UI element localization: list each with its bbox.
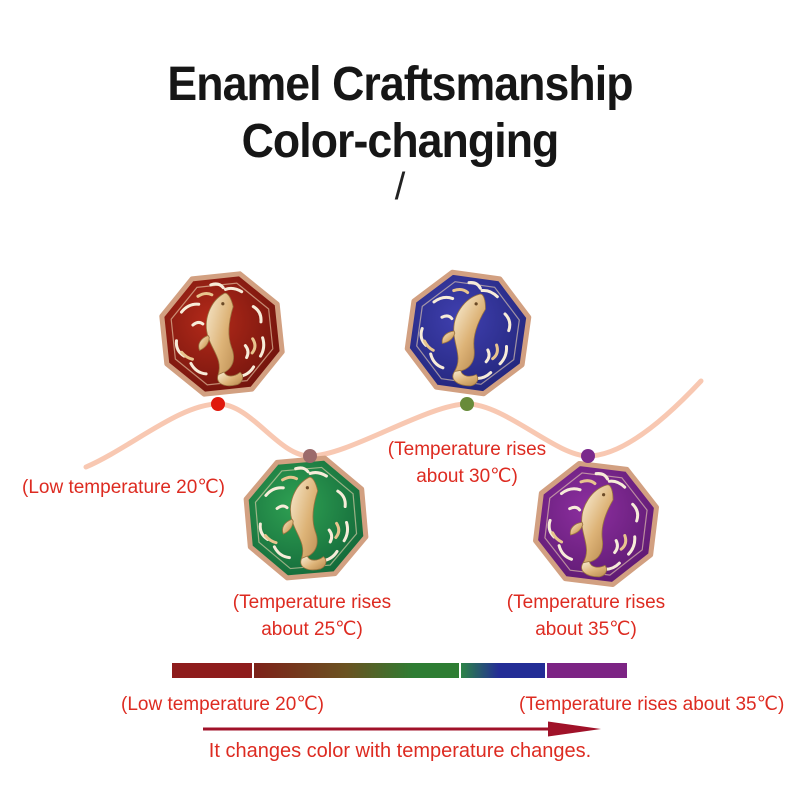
dot-rise-35 <box>581 449 595 463</box>
bottom-caption: It changes color with temperature change… <box>208 740 592 762</box>
bar-right-label: (Temperature rises about 35℃) <box>519 694 785 715</box>
label-line: (Temperature rises <box>232 592 392 613</box>
blue-pendant <box>404 269 532 397</box>
label-line: about 30℃) <box>416 466 518 487</box>
title-line-2: Color-changing <box>241 115 560 168</box>
label-line: (Temperature rises <box>506 592 666 613</box>
dot-low-20 <box>211 397 225 411</box>
page-title: Enamel Craftsmanship Color-changing <box>0 56 800 170</box>
slash-divider: / <box>394 166 406 208</box>
label-line: about 25℃) <box>261 619 363 640</box>
temperature-gradient-bar <box>172 663 627 678</box>
dot-rise-25 <box>303 449 317 463</box>
bar-segment-green-to-blue <box>461 663 545 678</box>
bar-segment-red-to-green <box>254 663 459 678</box>
green-pendant <box>243 455 369 581</box>
bar-left-label: (Low temperature 20℃) <box>121 694 324 715</box>
label-line: (Temperature rises <box>387 439 547 460</box>
bar-segment-red <box>172 663 252 678</box>
label-low-temperature-20: (Low temperature 20℃) <box>22 477 225 498</box>
purple-pendant <box>533 461 659 587</box>
dot-rise-30 <box>460 397 474 411</box>
label-temperature-rises-30: (Temperature rises about 30℃) <box>381 436 553 490</box>
temperature-curve-line <box>83 378 704 470</box>
label-line: about 35℃) <box>535 619 637 640</box>
red-pendant <box>159 271 285 397</box>
label-temperature-rises-25: (Temperature rises about 25℃) <box>226 589 398 643</box>
temperature-direction-arrow <box>203 721 601 737</box>
bar-segment-purple <box>547 663 627 678</box>
label-temperature-rises-35: (Temperature rises about 35℃) <box>500 589 672 643</box>
title-line-1: Enamel Craftsmanship <box>167 58 633 111</box>
